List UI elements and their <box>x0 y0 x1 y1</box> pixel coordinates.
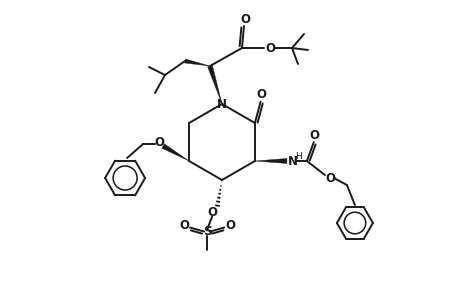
Text: O: O <box>324 172 334 184</box>
Text: O: O <box>179 219 189 232</box>
Text: N: N <box>287 154 297 167</box>
Polygon shape <box>184 59 210 66</box>
Text: O: O <box>207 206 217 219</box>
Text: O: O <box>240 13 249 26</box>
Text: O: O <box>264 41 274 55</box>
Text: O: O <box>224 219 235 232</box>
Text: S: S <box>202 225 211 238</box>
Text: O: O <box>154 136 164 148</box>
Text: N: N <box>217 98 226 110</box>
Polygon shape <box>254 158 286 164</box>
Text: O: O <box>309 129 319 142</box>
Text: H: H <box>295 152 302 160</box>
Text: O: O <box>256 88 266 101</box>
Polygon shape <box>162 144 189 161</box>
Polygon shape <box>207 65 222 104</box>
